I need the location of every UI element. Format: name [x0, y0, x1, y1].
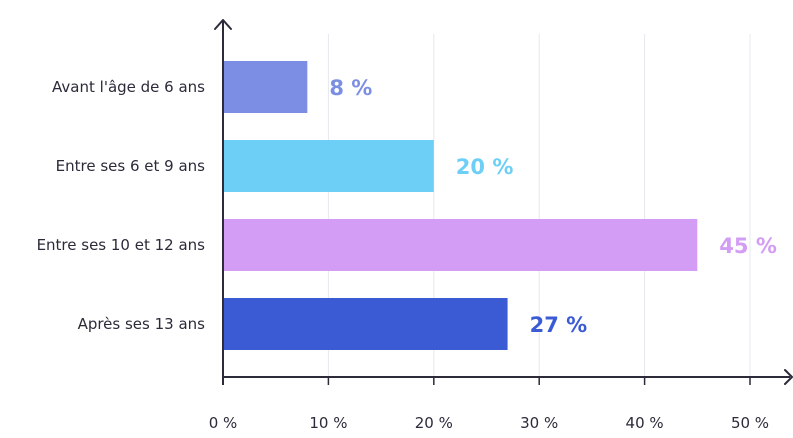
- axes: [214, 19, 793, 385]
- category-label-1: Avant l'âge de 6 ans: [52, 78, 205, 96]
- labels: Avant l'âge de 6 ans Entre ses 6 et 9 ans…: [37, 76, 777, 432]
- x-tick-label-40: 40 %: [626, 414, 664, 432]
- bar-1: [223, 61, 308, 113]
- bars: [223, 61, 698, 350]
- value-label-2: 20 %: [456, 155, 514, 179]
- x-tick-label-20: 20 %: [415, 414, 453, 432]
- x-tick-label-30: 30 %: [520, 414, 558, 432]
- value-label-3: 45 %: [719, 234, 777, 258]
- x-axis-arrow-icon: [784, 369, 793, 385]
- y-axis-arrow-icon: [214, 19, 232, 30]
- bar-4: [223, 298, 508, 350]
- x-tick-label-50: 50 %: [731, 414, 769, 432]
- category-label-3: Entre ses 10 et 12 ans: [37, 236, 206, 254]
- category-label-4: Après ses 13 ans: [78, 315, 206, 333]
- x-tick-label-10: 10 %: [309, 414, 347, 432]
- x-tick-label-0: 0 %: [209, 414, 238, 432]
- bar-2: [223, 140, 434, 192]
- value-label-1: 8 %: [329, 76, 372, 100]
- bar-3: [223, 219, 698, 271]
- category-label-2: Entre ses 6 et 9 ans: [56, 157, 206, 175]
- value-label-4: 27 %: [530, 313, 588, 337]
